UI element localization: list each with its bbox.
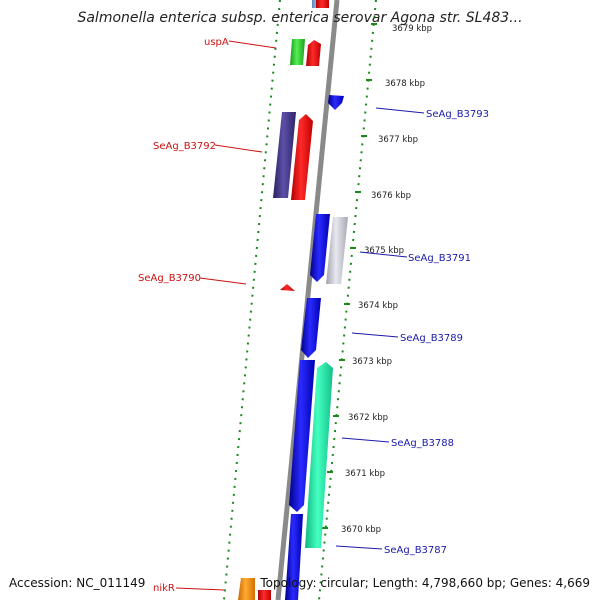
gene-label-SeAg_B3789[interactable]: SeAg_B3789 <box>400 333 463 344</box>
gene-SeAg_B3790[interactable] <box>280 284 295 291</box>
tick-marks <box>322 23 377 529</box>
gene-label-SeAg_B3792[interactable]: SeAg_B3792 <box>153 141 216 152</box>
label-leaders <box>175 40 425 591</box>
gene-top-red <box>316 0 329 8</box>
gene-SeAg_B3789[interactable] <box>301 298 321 358</box>
gene-label-SeAg_B3787[interactable]: SeAg_B3787 <box>384 545 447 556</box>
tick-label-3677: 3677 kbp <box>378 135 418 145</box>
gene-teal[interactable] <box>305 362 333 548</box>
gene-SeAg_B3787[interactable] <box>285 514 303 600</box>
accession-text: Accession: NC_011149 <box>9 576 145 590</box>
tick-label-3678: 3678 kbp <box>385 79 425 89</box>
map-title: Salmonella enterica subsp. enterica sero… <box>77 10 522 26</box>
tick-label-3679: 3679 kbp <box>392 24 432 34</box>
tick-label-3671: 3671 kbp <box>345 469 385 479</box>
tick-label-3675: 3675 kbp <box>364 246 404 256</box>
gene-uspA[interactable] <box>290 39 305 65</box>
gene-label-uspA[interactable]: uspA <box>204 37 229 48</box>
gene-label-nikR[interactable]: nikR <box>153 583 175 594</box>
tick-label-3673: 3673 kbp <box>352 357 392 367</box>
tick-label-3672: 3672 kbp <box>348 413 388 423</box>
gene-bottom-red[interactable] <box>258 590 271 600</box>
gene-SeAg_B3793[interactable] <box>328 95 344 110</box>
gene-label-SeAg_B3788[interactable]: SeAg_B3788 <box>391 438 454 449</box>
gene-SeAg_B3791[interactable] <box>310 214 330 282</box>
gene-label-SeAg_B3791[interactable]: SeAg_B3791 <box>408 253 471 264</box>
gene-red-uspA-neighbour[interactable] <box>306 40 321 66</box>
gene-label-SeAg_B3790[interactable]: SeAg_B3790 <box>138 273 201 284</box>
tick-label-3676: 3676 kbp <box>371 191 411 201</box>
outer-track-left <box>223 0 281 600</box>
tick-label-3674: 3674 kbp <box>358 301 398 311</box>
topology-text: Topology: circular; Length: 4,798,660 bp… <box>259 576 590 590</box>
gene-nikR[interactable] <box>238 578 255 600</box>
gene-red-large[interactable] <box>291 114 313 200</box>
gene-SeAg_B3788[interactable] <box>289 360 315 512</box>
gene-gray[interactable] <box>326 217 348 284</box>
gene-SeAg_B3792[interactable] <box>273 112 296 198</box>
gene-label-SeAg_B3793[interactable]: SeAg_B3793 <box>426 109 489 120</box>
tick-label-3670: 3670 kbp <box>341 525 381 535</box>
